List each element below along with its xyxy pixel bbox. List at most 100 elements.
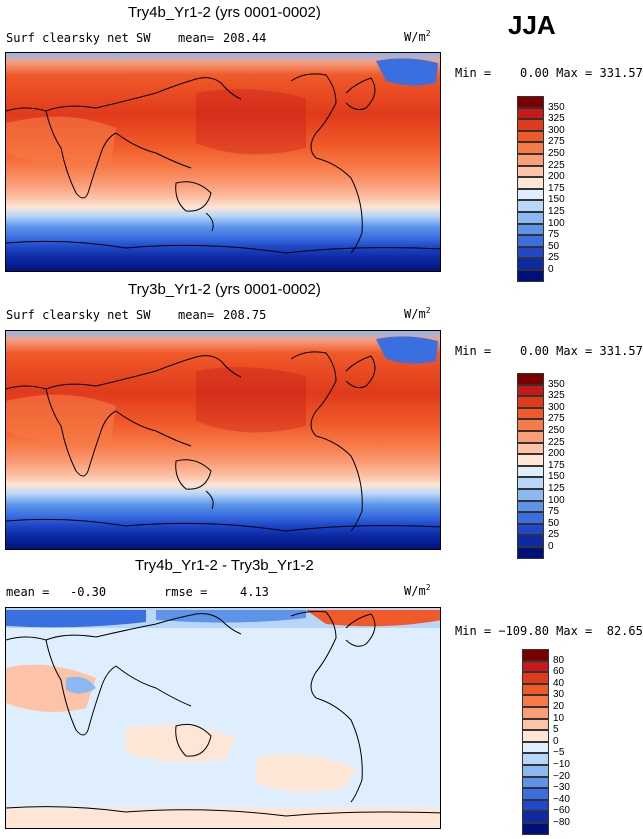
colorbar-swatch bbox=[517, 477, 544, 489]
panel-2-pacific-high bbox=[196, 367, 306, 433]
colorbar-tick-label: 150 bbox=[548, 194, 565, 206]
colorbar-tick-label: 275 bbox=[548, 136, 565, 148]
colorbar-swatch bbox=[517, 384, 544, 397]
colorbar-swatch bbox=[522, 776, 549, 789]
colorbar-tick-label: 225 bbox=[548, 436, 565, 448]
panel-1-land-shade bbox=[6, 116, 116, 167]
panel-3-map bbox=[5, 607, 441, 829]
colorbar-tick-label: 0 bbox=[548, 264, 554, 275]
panel-3-arctic-neg bbox=[6, 610, 146, 628]
colorbar-swatch bbox=[517, 373, 544, 385]
panel-1-mean-label: mean= bbox=[178, 31, 215, 45]
colorbar-swatch bbox=[517, 246, 544, 259]
colorbar-tick-label: 0 bbox=[553, 735, 559, 747]
colorbar-swatch bbox=[517, 200, 544, 212]
colorbar-swatch bbox=[522, 730, 549, 742]
colorbar-tick-label: 250 bbox=[548, 148, 565, 159]
colorbar-swatch bbox=[517, 107, 544, 120]
colorbar-swatch bbox=[517, 96, 544, 108]
colorbar-tick-label: 75 bbox=[548, 229, 560, 241]
panel-1-map bbox=[5, 52, 441, 272]
colorbar-swatch bbox=[517, 130, 544, 143]
panel-2-colorbar: 350 325 300 275 250 225 200 175 150 125 100 75 50 25 0 bbox=[517, 373, 577, 563]
colorbar-swatch bbox=[522, 811, 549, 823]
colorbar-tick-label: 175 bbox=[548, 182, 565, 194]
colorbar-swatch bbox=[522, 788, 549, 800]
colorbar-tick-label: 80 bbox=[553, 654, 565, 666]
colorbar-tick-label: 60 bbox=[553, 666, 565, 678]
colorbar-tick-label: 200 bbox=[548, 171, 565, 183]
colorbar-tick-label: 50 bbox=[548, 240, 560, 252]
colorbar-tick-label: −20 bbox=[553, 770, 570, 782]
colorbar-tick-label: 20 bbox=[553, 701, 565, 712]
colorbar-tick-label: 30 bbox=[553, 689, 565, 701]
panel-3-units: W/m2 bbox=[404, 583, 431, 598]
colorbar-tick-label: 175 bbox=[548, 459, 565, 471]
colorbar-swatch bbox=[517, 223, 544, 236]
colorbar-tick-label: 100 bbox=[548, 494, 565, 506]
panel-1-arctic-low bbox=[376, 58, 438, 86]
colorbar-tick-label: −5 bbox=[553, 747, 565, 759]
colorbar-swatch bbox=[517, 258, 544, 270]
colorbar-swatch bbox=[517, 547, 544, 559]
colorbar-swatch bbox=[517, 177, 544, 189]
colorbar-tick-label: 100 bbox=[548, 217, 565, 229]
panel-1-coastlines bbox=[6, 73, 440, 254]
panel-3-arctic-neg-2 bbox=[156, 610, 306, 623]
colorbar-tick-label: 5 bbox=[553, 724, 559, 736]
colorbar-tick-label: 125 bbox=[548, 483, 565, 494]
colorbar-tick-label: −40 bbox=[553, 793, 570, 805]
colorbar-swatch bbox=[517, 419, 544, 431]
panel-2-map-svg bbox=[6, 331, 440, 549]
colorbar-swatch bbox=[517, 500, 544, 513]
colorbar-tick-label: 125 bbox=[548, 206, 565, 217]
colorbar-tick-label: 40 bbox=[553, 677, 565, 689]
panel-3-pos-patch-1 bbox=[6, 664, 96, 712]
season-label: JJA bbox=[508, 10, 556, 40]
panel-2-mean-label: mean= bbox=[178, 308, 215, 322]
panel-2-mean-value: 208.75 bbox=[223, 308, 267, 322]
panel-3-map-svg bbox=[6, 608, 440, 828]
panel-3-mean-value: -0.30 bbox=[70, 585, 107, 599]
colorbar-tick-label: 275 bbox=[548, 413, 565, 425]
panel-2-arctic-low bbox=[376, 336, 438, 364]
colorbar-swatch bbox=[522, 683, 549, 696]
colorbar-swatch bbox=[517, 154, 544, 166]
panel-2-coastlines bbox=[6, 351, 440, 532]
colorbar-swatch bbox=[522, 649, 549, 661]
colorbar-swatch bbox=[522, 799, 549, 812]
panel-3-rmse-value: 4.13 bbox=[240, 585, 269, 599]
colorbar-swatch bbox=[517, 431, 544, 443]
panel-1-units: W/m2 bbox=[404, 29, 431, 44]
colorbar-swatch bbox=[522, 660, 549, 673]
colorbar-swatch bbox=[522, 695, 549, 707]
panel-1-mean-value: 208.44 bbox=[223, 31, 267, 45]
panel-2-units: W/m2 bbox=[404, 306, 431, 321]
colorbar-swatch bbox=[517, 523, 544, 536]
colorbar-swatch bbox=[517, 407, 544, 420]
colorbar-swatch bbox=[522, 672, 549, 684]
panel-3-mean-label: mean = bbox=[6, 585, 50, 599]
colorbar-tick-label: 25 bbox=[548, 529, 560, 541]
panel-3-neg-patch bbox=[66, 676, 96, 694]
panel-2-land-shade bbox=[6, 394, 116, 445]
colorbar-swatch bbox=[517, 489, 544, 501]
colorbar-tick-label: 350 bbox=[548, 101, 565, 113]
colorbar-swatch bbox=[517, 188, 544, 201]
colorbar-tick-label: 300 bbox=[548, 401, 565, 413]
colorbar-swatch bbox=[522, 741, 549, 754]
colorbar-tick-label: 10 bbox=[553, 712, 565, 724]
panel-3-rmse-label: rmse = bbox=[164, 585, 208, 599]
colorbar-tick-label: −30 bbox=[553, 782, 570, 794]
colorbar-tick-label: 0 bbox=[548, 541, 554, 552]
colorbar-swatch bbox=[517, 512, 544, 524]
colorbar-tick-label: 150 bbox=[548, 471, 565, 483]
panel-2-title: Try3b_Yr1-2 (yrs 0001-0002) bbox=[128, 281, 321, 298]
colorbar-swatch bbox=[517, 142, 544, 154]
colorbar-tick-label: 250 bbox=[548, 425, 565, 436]
panel-1-map-svg bbox=[6, 53, 440, 271]
colorbar-swatch bbox=[517, 535, 544, 547]
panel-2-map bbox=[5, 330, 441, 550]
colorbar-swatch bbox=[522, 823, 549, 835]
colorbar-tick-label: −80 bbox=[553, 817, 570, 828]
